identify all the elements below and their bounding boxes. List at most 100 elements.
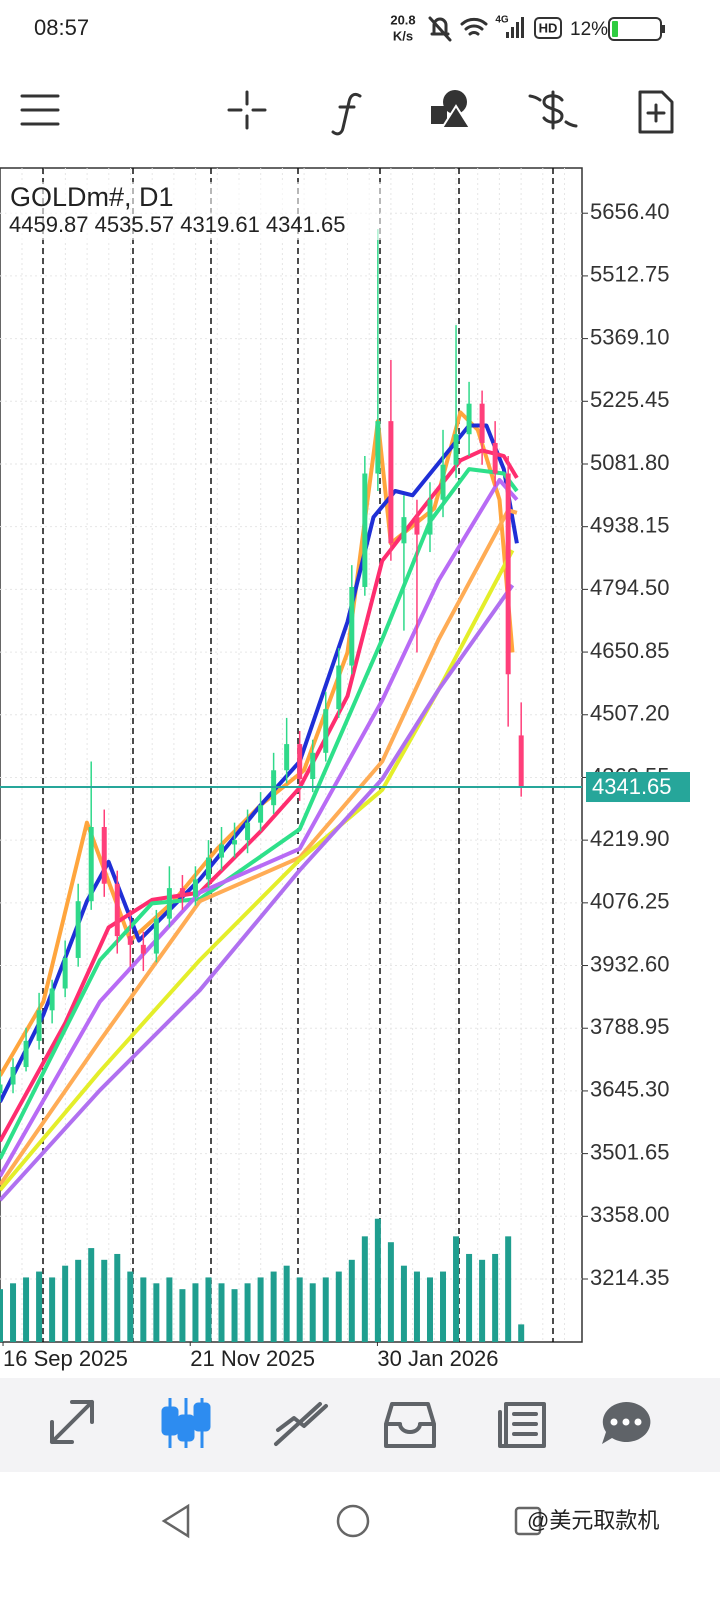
candle-body	[166, 888, 172, 919]
mute-icon	[428, 16, 452, 42]
tab-icons	[50, 1398, 651, 1448]
toolbar	[20, 90, 674, 136]
candle-body	[388, 421, 394, 544]
y-tick-label: 4650.85	[590, 638, 670, 663]
chart-tab[interactable]	[161, 1398, 211, 1448]
volume-bar	[10, 1283, 17, 1342]
chat-tab[interactable]	[602, 1401, 651, 1444]
candle-body	[310, 752, 316, 780]
candle-body	[75, 901, 81, 958]
candle-body	[0, 1084, 3, 1094]
volume-bar	[466, 1253, 473, 1342]
candle-body	[101, 827, 107, 884]
trade-button[interactable]	[528, 90, 578, 130]
y-tick-label: 5081.80	[590, 450, 670, 475]
volume-bar	[479, 1259, 486, 1342]
hd-label: HD	[539, 20, 558, 35]
candle-body	[127, 936, 133, 945]
y-tick-label: 5512.75	[590, 262, 670, 287]
volume-bar	[492, 1253, 499, 1342]
candle-body	[466, 403, 472, 435]
volume-bar	[114, 1253, 121, 1342]
recents-button[interactable]	[514, 1506, 542, 1536]
battery-tip	[662, 25, 665, 33]
volume-bar	[192, 1283, 199, 1342]
volume-bar	[426, 1277, 433, 1342]
quotes-tab[interactable]	[50, 1400, 94, 1444]
candle-body	[23, 1040, 29, 1068]
volume-bar	[62, 1265, 69, 1342]
trade-tab[interactable]	[274, 1402, 328, 1446]
volume-bar	[127, 1271, 134, 1342]
y-tick-label: 3358.00	[590, 1202, 670, 1227]
indicators-button[interactable]	[331, 92, 362, 136]
news-tab[interactable]	[498, 1402, 546, 1448]
candle-body	[153, 918, 159, 954]
menu-button[interactable]	[20, 94, 60, 126]
candle-body	[88, 827, 94, 902]
candle-body	[349, 586, 355, 666]
volume-bar	[413, 1271, 420, 1342]
volume-bar	[270, 1271, 277, 1342]
candle-body	[140, 944, 146, 954]
volume-bar	[75, 1259, 82, 1342]
title-bg	[6, 182, 390, 240]
volume-bar	[283, 1265, 290, 1342]
price-label: 4341.65	[592, 774, 672, 799]
net-speed: 20.8	[390, 12, 415, 27]
candle-body	[479, 403, 485, 443]
hd-box	[534, 17, 562, 39]
wifi-icon	[460, 17, 488, 36]
volume-bar	[205, 1277, 212, 1342]
y-tick-label: 3645.30	[590, 1077, 670, 1102]
volume-bar	[0, 1289, 3, 1342]
moving-average	[0, 423, 519, 1103]
volume-bar	[49, 1277, 56, 1342]
volume-bar	[361, 1236, 368, 1342]
candle-body	[440, 464, 446, 500]
volume-bar	[23, 1277, 30, 1342]
volume-bar	[296, 1277, 303, 1342]
y-tick-label: 3932.60	[590, 951, 670, 976]
volume-bar	[36, 1271, 43, 1342]
new-order-button[interactable]	[638, 90, 674, 134]
battery-fill	[612, 21, 618, 37]
candle-body	[297, 744, 303, 780]
candle-body	[49, 988, 55, 1011]
y-tick-label: 4794.50	[590, 575, 670, 600]
home-button[interactable]	[336, 1504, 370, 1538]
volume-bar	[335, 1271, 342, 1342]
candle-body	[427, 499, 433, 535]
volume-bar	[166, 1277, 173, 1342]
y-tick-label: 3214.35	[590, 1265, 670, 1290]
candle-body	[245, 822, 251, 841]
candle-body	[192, 879, 198, 897]
candle-body	[62, 957, 68, 989]
ohlc-label: 4459.87 4535.57 4319.61 4341.65	[9, 212, 345, 237]
clock: 08:57	[34, 15, 89, 40]
y-tick-label: 5369.10	[590, 324, 670, 349]
volume-bar	[244, 1283, 251, 1342]
candle-body	[414, 517, 420, 535]
candle-body	[205, 857, 211, 880]
y-tick-label: 3501.65	[590, 1139, 670, 1164]
y-tick-label: 5656.40	[590, 199, 670, 224]
history-tab[interactable]	[384, 1402, 436, 1448]
x-tick-label: 16 Sep 2025	[3, 1346, 128, 1371]
candle-body	[114, 883, 120, 937]
volume-bar	[505, 1236, 512, 1342]
moving-average	[0, 478, 519, 1178]
crosshair-button[interactable]	[227, 90, 267, 130]
candle-body	[219, 844, 225, 858]
objects-button[interactable]	[431, 90, 472, 129]
volume-bar	[387, 1242, 394, 1342]
volume-bar	[309, 1283, 316, 1342]
battery-level: 12%	[570, 19, 608, 40]
x-tick-label: 30 Jan 2026	[377, 1346, 498, 1371]
y-tick-label: 4938.15	[590, 512, 670, 537]
volume-bar	[153, 1283, 160, 1342]
y-tick-label: 3788.95	[590, 1014, 670, 1039]
back-button[interactable]	[161, 1503, 190, 1539]
chart-frame	[0, 167, 583, 1343]
